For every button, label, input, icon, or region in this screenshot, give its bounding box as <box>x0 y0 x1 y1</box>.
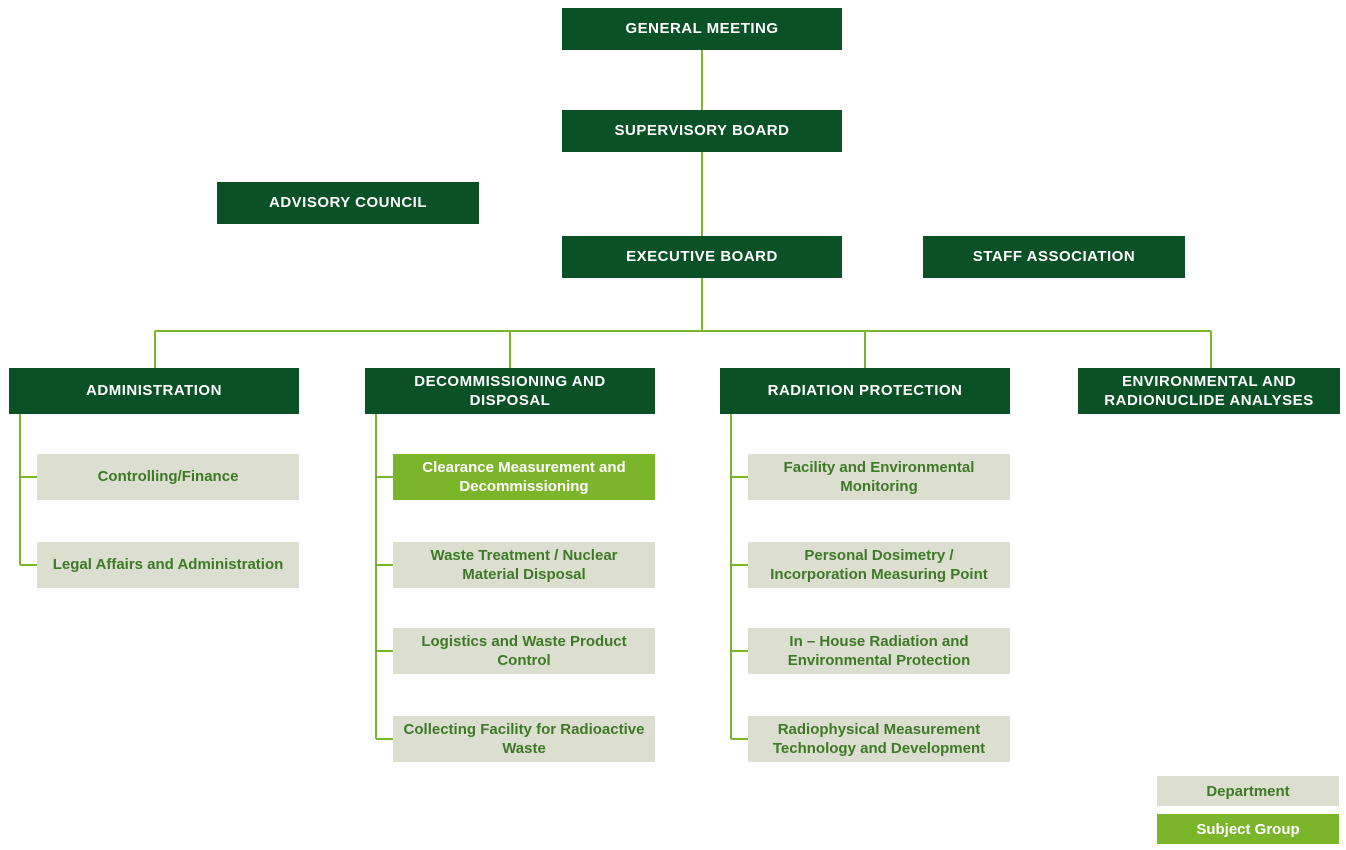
node-decommissioning: DECOMMISSIONING AND DISPOSAL <box>365 368 655 414</box>
node-controlling-finance: Controlling/Finance <box>37 454 299 500</box>
node-executive-board: EXECUTIVE BOARD <box>562 236 842 278</box>
node-general-meeting: GENERAL MEETING <box>562 8 842 50</box>
legend-department: Department <box>1157 776 1339 806</box>
node-in-house-radiation: In – House Radiation and Environmental P… <box>748 628 1010 674</box>
node-staff-association: STAFF ASSOCIATION <box>923 236 1185 278</box>
node-radiophysical-measurement: Radiophysical Measurement Technology and… <box>748 716 1010 762</box>
node-collecting-facility: Collecting Facility for Radioactive Wast… <box>393 716 655 762</box>
legend-subject-group: Subject Group <box>1157 814 1339 844</box>
node-facility-monitoring: Facility and Environmental Monitoring <box>748 454 1010 500</box>
node-supervisory-board: SUPERVISORY BOARD <box>562 110 842 152</box>
node-administration: ADMINISTRATION <box>9 368 299 414</box>
node-waste-treatment: Waste Treatment / Nuclear Material Dispo… <box>393 542 655 588</box>
node-legal-affairs: Legal Affairs and Administration <box>37 542 299 588</box>
node-clearance-measurement: Clearance Measurement and Decommissionin… <box>393 454 655 500</box>
node-advisory-council: ADVISORY COUNCIL <box>217 182 479 224</box>
node-personal-dosimetry: Personal Dosimetry / Incorporation Measu… <box>748 542 1010 588</box>
node-radiation-protection: RADIATION PROTECTION <box>720 368 1010 414</box>
node-logistics-waste: Logistics and Waste Product Control <box>393 628 655 674</box>
node-environmental: ENVIRONMENTAL AND RADIONUCLIDE ANALYSES <box>1078 368 1340 414</box>
